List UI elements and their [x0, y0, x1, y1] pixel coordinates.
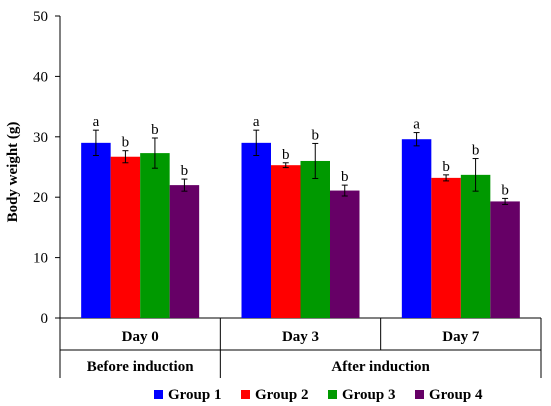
significance-label: a [413, 117, 420, 133]
y-tick-label: 50 [33, 9, 48, 25]
legend-label: Group 4 [429, 387, 483, 403]
significance-label: b [151, 122, 159, 138]
y-tick-label: 20 [33, 190, 48, 206]
bar [241, 142, 271, 318]
significance-label: b [472, 143, 480, 159]
significance-label: b [442, 159, 450, 175]
significance-label: b [181, 163, 189, 179]
significance-label: b [341, 169, 349, 185]
bar [140, 153, 170, 318]
significance-labels: a b b b a b b b a b b b [93, 114, 509, 198]
bar [490, 201, 520, 318]
legend-label: Group 1 [168, 387, 222, 403]
significance-label: b [122, 135, 130, 151]
bar [169, 185, 200, 318]
significance-label: a [253, 114, 260, 130]
legend-swatch [415, 390, 424, 399]
bar [401, 139, 432, 318]
x-tick-label: Day 3 [282, 329, 319, 345]
category-group-label: After induction [331, 359, 430, 375]
bar [110, 156, 141, 318]
bar [300, 160, 330, 318]
legend-label: Group 2 [255, 387, 309, 403]
category-group-label: Before induction [87, 359, 194, 375]
error-bars [92, 129, 509, 205]
x-tick-label: Day 7 [442, 329, 480, 345]
significance-label: b [282, 147, 290, 163]
legend-swatch [328, 390, 337, 399]
bars [81, 139, 520, 318]
axes: 0 10 20 30 40 50 Day 0 Day 3 Day 7 Before inducti… [33, 9, 542, 378]
y-tick-label: 10 [33, 251, 48, 267]
y-axis-label: Body weight (g) [5, 122, 21, 223]
bar [271, 165, 301, 318]
bar [431, 177, 461, 318]
y-tick-label: 0 [41, 311, 49, 327]
legend-swatch [154, 390, 163, 399]
bar [81, 142, 111, 318]
y-tick-label: 30 [33, 130, 48, 146]
legend: Group 1 Group 2 Group 3 Group 4 [154, 387, 483, 403]
x-tick-label: Day 0 [122, 329, 159, 345]
bar [330, 190, 360, 318]
bar [460, 174, 491, 318]
y-tick-label: 40 [33, 69, 48, 85]
significance-label: b [312, 127, 320, 143]
legend-label: Group 3 [342, 387, 396, 403]
legend-swatch [241, 390, 250, 399]
significance-label: b [501, 182, 509, 198]
significance-label: a [93, 114, 100, 130]
